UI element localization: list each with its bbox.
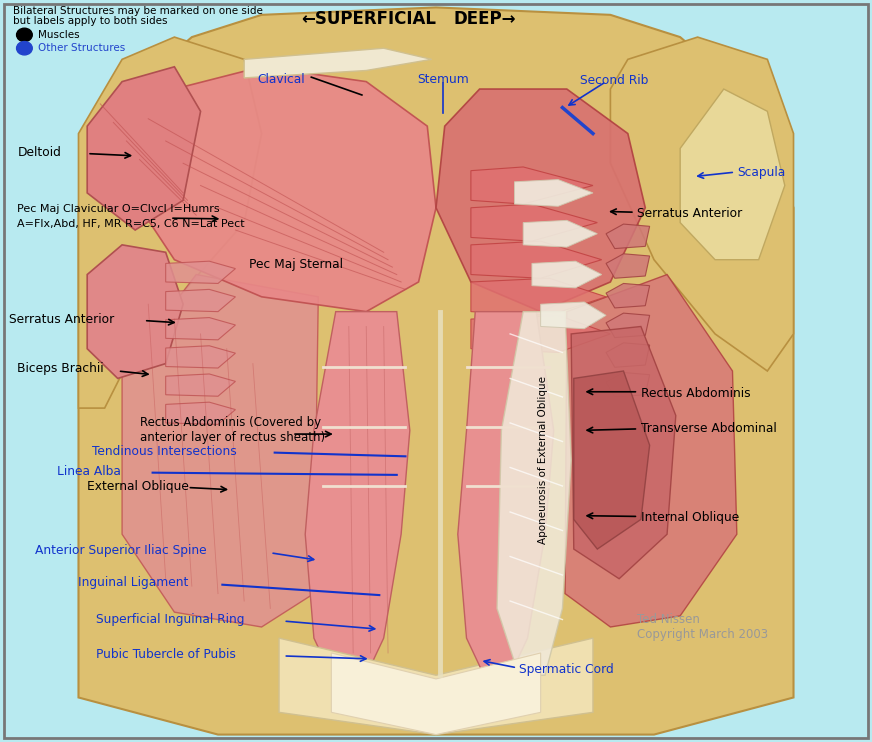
- Polygon shape: [571, 326, 676, 579]
- Polygon shape: [606, 343, 650, 367]
- Text: Rectus Abdominis: Rectus Abdominis: [641, 387, 751, 400]
- Polygon shape: [166, 318, 235, 340]
- Polygon shape: [541, 302, 606, 329]
- Polygon shape: [78, 7, 794, 735]
- Polygon shape: [166, 402, 235, 424]
- Text: Bilateral Structures may be marked on one side: Bilateral Structures may be marked on on…: [13, 6, 263, 16]
- Polygon shape: [497, 312, 571, 675]
- Text: Internal Oblique: Internal Oblique: [641, 511, 739, 525]
- Polygon shape: [565, 275, 737, 627]
- Polygon shape: [606, 224, 650, 249]
- Polygon shape: [87, 67, 201, 230]
- Polygon shape: [471, 241, 602, 278]
- Polygon shape: [166, 289, 235, 312]
- Polygon shape: [471, 315, 610, 352]
- Text: Inguinal Ligament: Inguinal Ligament: [78, 576, 189, 589]
- Text: Scapula: Scapula: [737, 165, 785, 179]
- Text: Other Structures: Other Structures: [38, 43, 126, 53]
- Polygon shape: [606, 254, 650, 278]
- Text: Superficial Inguinal Ring: Superficial Inguinal Ring: [96, 613, 244, 626]
- Text: Muscles: Muscles: [38, 30, 80, 40]
- Polygon shape: [331, 653, 541, 735]
- Text: Pec Maj Sternal: Pec Maj Sternal: [249, 257, 343, 271]
- Text: Linea Alba: Linea Alba: [57, 464, 120, 478]
- Polygon shape: [458, 312, 554, 675]
- Text: Serratus Anterior: Serratus Anterior: [9, 312, 114, 326]
- Text: Anterior Superior Iliac Spine: Anterior Superior Iliac Spine: [35, 544, 207, 557]
- Text: Tendinous Intersections: Tendinous Intersections: [92, 444, 236, 458]
- Text: Spermatic Cord: Spermatic Cord: [519, 663, 614, 676]
- Polygon shape: [166, 346, 235, 368]
- Polygon shape: [532, 261, 602, 288]
- Polygon shape: [279, 638, 593, 735]
- Polygon shape: [606, 283, 650, 308]
- Polygon shape: [122, 275, 318, 627]
- Polygon shape: [436, 89, 645, 312]
- Text: ←SUPERFICIAL: ←SUPERFICIAL: [301, 10, 436, 27]
- Text: Second Rib: Second Rib: [580, 74, 648, 88]
- Text: Rectus Abdominis (Covered by: Rectus Abdominis (Covered by: [140, 416, 321, 430]
- Text: Clavical: Clavical: [257, 73, 305, 86]
- Text: Serratus Anterior: Serratus Anterior: [637, 207, 742, 220]
- Text: but labels apply to both sides: but labels apply to both sides: [13, 16, 167, 26]
- Text: Pec Maj Clavicular O=Clvcl I=Humrs: Pec Maj Clavicular O=Clvcl I=Humrs: [17, 204, 220, 214]
- Polygon shape: [305, 312, 410, 675]
- Text: Pubic Tubercle of Pubis: Pubic Tubercle of Pubis: [96, 648, 235, 661]
- Polygon shape: [471, 278, 606, 315]
- Text: Aponeurosis of External Oblique: Aponeurosis of External Oblique: [538, 376, 548, 544]
- Text: Biceps Brachii: Biceps Brachii: [17, 362, 104, 375]
- Polygon shape: [166, 374, 235, 396]
- Text: External Oblique: External Oblique: [87, 479, 189, 493]
- Circle shape: [17, 42, 32, 55]
- Text: DEEP→: DEEP→: [453, 10, 516, 27]
- Text: A=Flx,Abd, HF, MR R=C5, C6 N=Lat Pect: A=Flx,Abd, HF, MR R=C5, C6 N=Lat Pect: [17, 219, 245, 229]
- Polygon shape: [87, 245, 183, 378]
- Text: anterior layer of rectus sheath): anterior layer of rectus sheath): [140, 431, 324, 444]
- Polygon shape: [78, 37, 262, 408]
- Polygon shape: [135, 67, 436, 312]
- Polygon shape: [514, 180, 593, 206]
- Polygon shape: [166, 261, 235, 283]
- Polygon shape: [471, 204, 597, 241]
- Polygon shape: [471, 167, 593, 204]
- Circle shape: [17, 28, 32, 42]
- Polygon shape: [523, 220, 597, 247]
- Text: Transverse Abdominal: Transverse Abdominal: [641, 422, 777, 436]
- Polygon shape: [244, 48, 432, 78]
- Polygon shape: [680, 89, 785, 260]
- Polygon shape: [574, 371, 650, 549]
- Polygon shape: [610, 37, 794, 371]
- Text: Ted Nissen
Copyright March 2003: Ted Nissen Copyright March 2003: [637, 613, 767, 641]
- Text: Deltoid: Deltoid: [17, 145, 61, 159]
- Polygon shape: [606, 372, 650, 397]
- Polygon shape: [606, 313, 650, 338]
- Text: Stemum: Stemum: [417, 73, 469, 86]
